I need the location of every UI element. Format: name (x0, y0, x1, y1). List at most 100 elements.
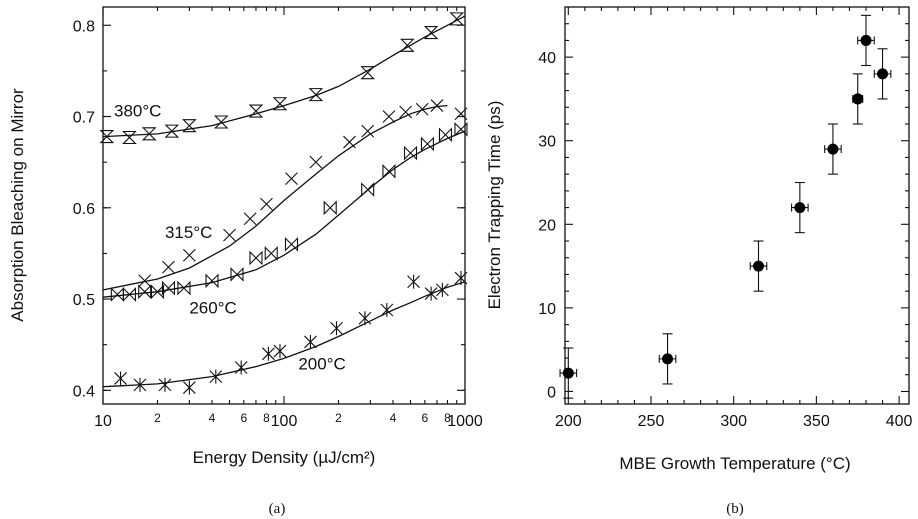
data-point-a (234, 360, 248, 375)
y-tick-label-b: 20 (538, 217, 556, 234)
data-marker-b (852, 93, 864, 105)
x-tick-label-a: 8 (444, 411, 451, 425)
data-marker-b (662, 353, 674, 365)
data-point-a (454, 121, 468, 137)
y-tick-label-a: 0.6 (73, 201, 95, 218)
data-marker-b (860, 34, 872, 46)
data-point-a (122, 287, 136, 302)
x-tick-label-b: 200 (555, 413, 582, 430)
x-tick-label-b: 250 (638, 413, 665, 430)
data-point-a (454, 271, 468, 286)
data-point-b (852, 73, 864, 125)
data-marker-b (794, 202, 806, 214)
data-point-a (248, 104, 264, 118)
data-point-a (308, 88, 324, 102)
x-tick-label-a: 4 (209, 411, 216, 425)
data-point-a (407, 274, 420, 289)
y-tick-label-a: 0.5 (73, 292, 95, 309)
data-point-a (182, 380, 196, 395)
data-point-a (424, 286, 438, 301)
fit-curves-a (102, 15, 466, 388)
data-point-a (138, 284, 152, 300)
fit-curve-a (102, 281, 466, 388)
y-tick-label-a: 0.8 (73, 18, 95, 35)
x-tick-label-a: 6 (422, 411, 429, 425)
y-tick-label-b: 10 (538, 301, 556, 318)
fit-curve-a (102, 130, 466, 298)
x-tick-label-b: 400 (886, 413, 913, 430)
data-point-a (361, 182, 375, 197)
data-point-b (658, 333, 677, 385)
data-point-a (420, 136, 434, 152)
plot-frame-b (564, 6, 910, 405)
x-ticks-b: 200 250 300 350 400 (555, 7, 913, 430)
data-point-a (110, 287, 124, 302)
x-tick-label-a: 10 (94, 413, 112, 430)
data-point-a (243, 212, 257, 226)
data-point-a (361, 124, 375, 138)
data-point-a (260, 197, 273, 211)
data-point-a (141, 127, 157, 141)
data-point-a (403, 145, 418, 161)
data-marker-b (827, 143, 839, 155)
data-points-b (559, 14, 892, 399)
data-point-a (304, 334, 317, 349)
y-ticks-a: 0.4 0.5 0.6 0.7 0.8 (73, 18, 465, 400)
data-point-b (791, 181, 809, 234)
data-point-a (264, 246, 278, 261)
y-tick-label-a: 0.7 (73, 110, 95, 127)
fit-curve-a (102, 104, 448, 291)
data-marker-b (562, 367, 574, 379)
data-point-a (230, 267, 244, 282)
data-point-a (343, 135, 356, 149)
data-point-a (273, 344, 287, 359)
x-tick-label-a: 1000 (447, 413, 483, 430)
panel-label-a: (a) (269, 501, 286, 517)
data-point-a (122, 130, 137, 145)
data-point-a (162, 260, 175, 274)
data-point-a (223, 228, 236, 242)
data-point-a (323, 200, 337, 216)
data-point-a (182, 119, 197, 133)
x-tick-label-a: 4 (390, 411, 397, 425)
data-point-a (114, 371, 127, 386)
data-point-a (182, 248, 196, 262)
data-point-a (285, 172, 298, 185)
x-axis-label-a: Energy Density (µJ/cm²) (193, 448, 376, 467)
y-tick-label-a: 0.4 (73, 383, 95, 400)
data-point-a (382, 110, 396, 123)
data-point-b (873, 48, 892, 100)
data-point-b (857, 14, 875, 67)
data-point-a (399, 38, 415, 52)
panel-b: 200 250 300 350 400 0 10 20 30 40 MBE Growth Tem… (485, 6, 913, 517)
series-labels-a: 380°C 315°C 260°C 200°C (114, 102, 346, 374)
x-tick-label-a: 2 (154, 411, 161, 425)
data-point-a (449, 12, 465, 26)
y-tick-label-b: 30 (538, 134, 556, 151)
data-point-a (284, 236, 299, 252)
data-point-a (164, 124, 180, 138)
data-point-a (99, 130, 115, 144)
fit-curve-a (102, 15, 466, 138)
x-tick-label-a: 8 (263, 411, 270, 425)
data-point-a (423, 26, 439, 40)
data-point-a (249, 250, 263, 266)
data-point-a (430, 99, 444, 112)
data-point-a (309, 155, 323, 169)
data-point-a (205, 273, 219, 289)
data-point-a (415, 102, 429, 116)
data-point-b (559, 347, 578, 399)
data-point-a (382, 163, 396, 179)
y-axis-label-b: Electron Trapping Time (ps) (485, 101, 504, 310)
series-label-a: 260°C (189, 299, 236, 318)
data-marker-b (753, 260, 764, 272)
data-point-a (138, 274, 152, 288)
data-point-a (330, 321, 343, 336)
x-axis-label-b: MBE Growth Temperature (°C) (619, 454, 850, 473)
data-point-a (358, 311, 372, 326)
x-tick-label-b: 350 (803, 413, 830, 430)
data-point-a (150, 284, 165, 300)
